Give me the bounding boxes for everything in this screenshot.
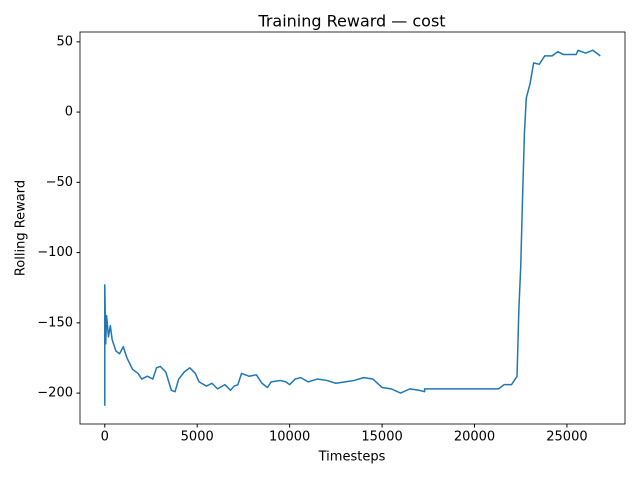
y-tick-label: −50 xyxy=(46,175,73,190)
x-tick-label: 0 xyxy=(101,430,109,445)
x-tick-label: 15000 xyxy=(361,430,402,445)
y-axis-label: Rolling Reward xyxy=(14,180,29,276)
x-tick-label: 25000 xyxy=(546,430,587,445)
x-tick-label: 10000 xyxy=(269,430,310,445)
chart-title: Training Reward — cost xyxy=(257,12,445,31)
x-tick-label: 20000 xyxy=(454,430,495,445)
x-axis-label: Timesteps xyxy=(318,450,386,465)
y-tick-label: −100 xyxy=(37,245,73,260)
y-tick-label: −150 xyxy=(37,315,73,330)
x-tick-label: 5000 xyxy=(181,430,214,445)
plot-frame xyxy=(79,31,626,425)
line-series xyxy=(104,49,601,406)
y-tick-label: 0 xyxy=(65,105,73,120)
y-tick-label: −200 xyxy=(37,386,73,401)
y-tick-label: 50 xyxy=(56,34,73,49)
